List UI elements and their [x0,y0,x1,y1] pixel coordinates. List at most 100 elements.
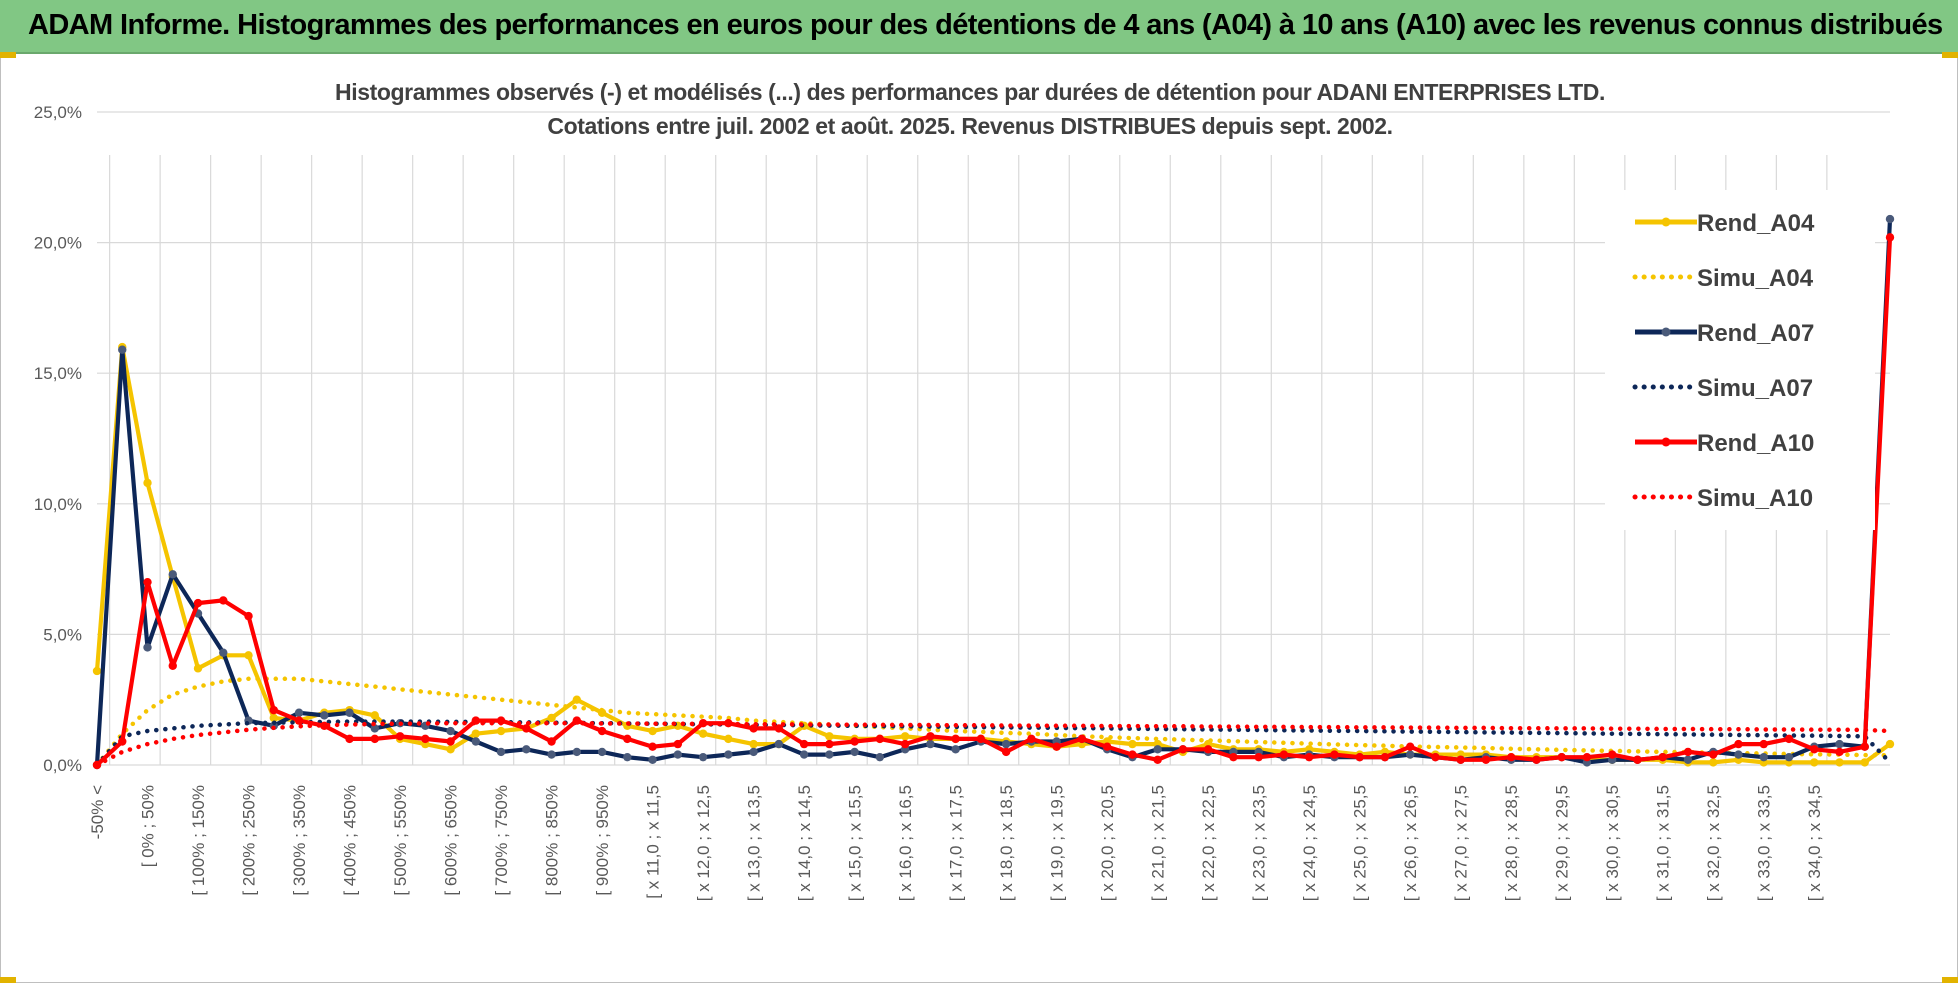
legend-marker [1661,327,1671,337]
data-point-rend_a10 [825,739,834,749]
data-point-rend_a10 [1077,734,1087,744]
x-tick-label: [ 0% ; 50% [139,785,158,867]
data-point-rend_a07 [219,648,228,657]
x-tick-label: [ x 28,0 ; x 28,5 [1502,785,1521,901]
data-point-rend_a04 [92,666,102,676]
x-tick-label: [ x 29,0 ; x 29,5 [1553,785,1572,901]
data-point-rend_a07 [673,750,683,759]
data-point-rend_a07 [623,752,632,762]
series-line-simu_a04 [94,676,1893,768]
x-tick-label: [ x 15,0 ; x 15,5 [846,785,865,901]
corner-marker [1942,52,1958,58]
data-point-rend_a07 [749,747,758,757]
data-point-rend_a10 [1481,755,1491,764]
data-point-rend_a10 [850,737,859,746]
legend-label: Rend_A04 [1697,210,1815,237]
data-point-rend_a10 [673,739,683,749]
data-point-rend_a10 [1734,739,1743,749]
data-point-rend_a10 [1582,752,1592,762]
legend-marker [1661,437,1671,447]
data-point-rend_a10 [547,737,556,746]
x-tick-label: [ x 33,0 ; x 33,5 [1755,785,1774,901]
x-tick-label: [ x 34,0 ; x 34,5 [1805,785,1824,901]
data-point-rend_a10 [1001,747,1011,757]
data-point-rend_a04 [496,726,506,736]
x-tick-label: [ x 26,0 ; x 26,5 [1401,785,1420,901]
chart-subtitle: Cotations entre juil. 2002 et août. 2025… [547,113,1393,139]
data-point-rend_a04 [547,713,556,723]
data-point-rend_a07 [572,747,582,757]
data-point-rend_a10 [1658,752,1667,762]
y-tick-label: 20,0% [34,234,82,253]
x-tick-label: [ x 14,0 ; x 14,5 [795,785,814,901]
data-point-rend_a04 [825,732,834,741]
x-tick-label: [ x 18,0 ; x 18,5 [997,785,1016,901]
data-point-rend_a10 [446,737,455,746]
data-point-rend_a10 [1683,747,1693,757]
data-point-rend_a07 [370,724,379,733]
data-point-rend_a07 [471,737,481,746]
data-point-rend_a07 [951,745,960,754]
x-tick-label: [ x 16,0 ; x 16,5 [896,785,915,901]
data-point-rend_a10 [648,742,657,751]
chart-title-block: Histogrammes observés (-) et modélisés (… [330,75,1610,143]
data-point-rend_a04 [471,729,481,738]
data-point-rend_a10 [1456,755,1465,764]
x-tick-label: [ x 12,0 ; x 12,5 [694,785,713,901]
corner-marker [0,52,16,58]
x-tick-label: [ 500% ; 550% [391,785,410,896]
data-point-rend_a10 [1027,734,1036,744]
data-point-rend_a10 [976,734,986,744]
data-point-rend_a10 [1633,755,1642,764]
data-point-rend_a04 [648,726,657,736]
data-point-rend_a07 [724,750,733,759]
legend-label: Rend_A07 [1697,320,1814,347]
x-tick-label: [ x 20,0 ; x 20,5 [1098,785,1117,901]
data-point-rend_a10 [118,737,127,746]
x-tick-label: [ 200% ; 250% [240,785,259,896]
data-point-rend_a04 [193,664,203,673]
data-point-rend_a07 [446,726,455,736]
data-point-rend_a10 [1759,739,1768,749]
data-point-rend_a10 [951,734,960,744]
series-line-rend_a10 [95,237,1893,767]
data-point-rend_a10 [1229,752,1238,762]
data-point-rend_a10 [345,734,354,744]
y-tick-label: 0,0% [43,756,82,775]
data-point-rend_a10 [1153,755,1162,764]
x-tick-label: [ x 30,0 ; x 30,5 [1603,785,1622,901]
data-point-rend_a07 [1734,750,1743,759]
data-point-rend_a10 [1254,752,1263,762]
data-point-rend_a10 [1885,233,1895,242]
y-tick-label: 5,0% [43,625,82,644]
data-point-rend_a10 [1052,742,1061,751]
data-point-rend_a10 [1860,742,1869,751]
legend-marker [1661,217,1671,227]
data-point-rend_a10 [1709,750,1718,759]
data-point-rend_a10 [1102,742,1112,751]
data-point-rend_a07 [345,708,354,717]
data-point-rend_a04 [244,651,253,660]
legend-label: Simu_A07 [1697,375,1813,402]
data-point-rend_a04 [1709,758,1718,767]
corner-marker [1942,977,1958,983]
legend-label: Simu_A10 [1697,485,1813,512]
series-line-rend_a07 [94,218,1893,766]
data-point-rend_a10 [143,577,152,587]
corner-marker [0,977,16,983]
data-point-rend_a07 [648,755,657,764]
data-point-rend_a07 [597,747,607,757]
data-point-rend_a10 [1405,742,1415,751]
data-point-rend_a07 [1784,752,1794,762]
legend-label: Simu_A04 [1697,265,1814,292]
data-point-rend_a10 [900,739,910,749]
x-tick-label: [ 800% ; 850% [543,785,562,896]
data-point-rend_a07 [143,643,152,652]
data-point-rend_a10 [1178,745,1188,754]
x-tick-label: [ x 24,0 ; x 24,5 [1300,785,1319,901]
legend-box [1605,190,1875,530]
x-tick-label: [ 400% ; 450% [341,785,360,896]
x-tick-label: [ 600% ; 650% [442,785,461,896]
y-tick-label: 15,0% [34,364,82,383]
